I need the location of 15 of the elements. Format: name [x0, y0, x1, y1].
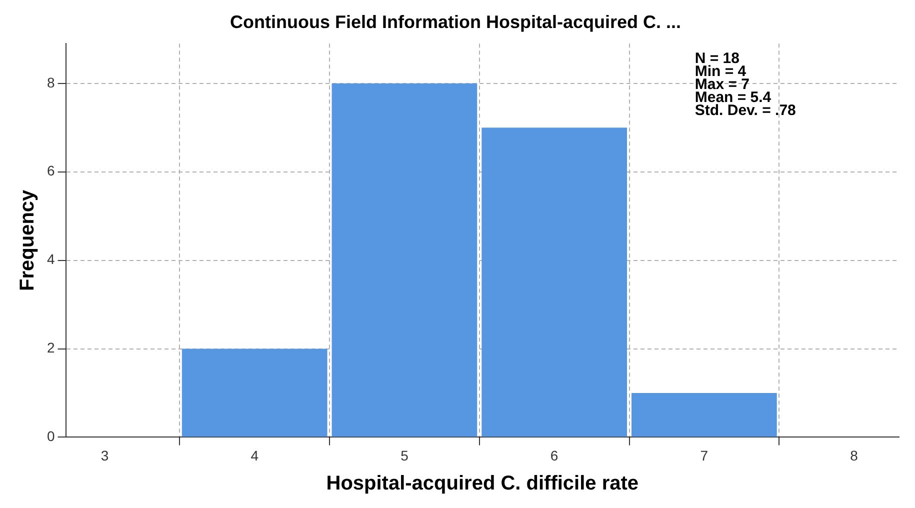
y-tick-label: 4: [46, 251, 55, 268]
chart-title: Continuous Field Information Hospital-acquired C. ...: [230, 12, 682, 32]
x-axis-title: Hospital-acquired C. difficile rate: [326, 472, 639, 495]
x-tick-label: 6: [550, 447, 558, 464]
y-tick-label: 2: [46, 340, 55, 356]
x-tick-label: 5: [400, 447, 409, 464]
annotation: Std. Dev. = .78: [694, 102, 796, 120]
x-tick-label: 8: [850, 447, 858, 464]
y-tick-label: 0: [46, 428, 55, 444]
x-tick-label: 7: [700, 447, 708, 464]
y-axis-title: Frequency: [16, 188, 39, 291]
x-tick-label: 3: [100, 447, 109, 464]
y-tick-label: 6: [46, 162, 55, 179]
y-tick-label: 8: [46, 74, 55, 90]
x-tick-label: 4: [250, 447, 259, 464]
